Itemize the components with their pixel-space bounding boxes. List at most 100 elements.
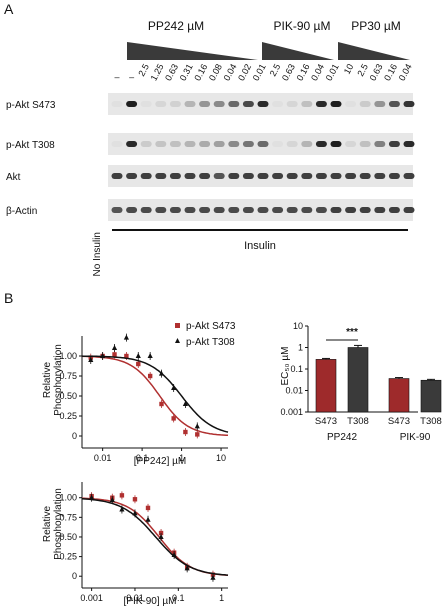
blot-band <box>228 173 240 179</box>
blot-band <box>111 101 123 107</box>
blot-band <box>315 207 327 213</box>
panel-b-label: B <box>4 290 13 306</box>
blot-band <box>374 101 386 107</box>
pp242-ylabel-line1: Relative <box>42 362 53 399</box>
blot-band <box>388 207 400 213</box>
bar <box>420 379 442 413</box>
data-point <box>171 416 176 421</box>
blot-band <box>155 101 167 107</box>
blot-band <box>403 101 415 107</box>
blot-band <box>199 101 211 107</box>
y-tick-label: 0.25 <box>59 411 77 421</box>
blot-band <box>345 173 357 179</box>
x-tick-label: 0.1 <box>136 453 149 463</box>
blot-band <box>126 173 138 179</box>
blot-band <box>359 207 371 213</box>
pp242-plot-area: 0 0.25 0.50 0.75 1.00 0.01 0.1 1 10 <box>59 333 229 463</box>
bar <box>388 378 410 413</box>
data-point <box>109 497 115 503</box>
blot-band <box>301 207 313 213</box>
x-tick-label: 1 <box>179 453 184 463</box>
blot-band <box>213 207 225 213</box>
blot-band <box>403 173 415 179</box>
data-point <box>88 357 94 362</box>
pik90-plot-area: 0 0.25 0.50 0.75 1.00 0.001 0.01 0.1 1 <box>59 482 229 603</box>
blot-band <box>155 173 167 179</box>
blot-band <box>345 141 357 147</box>
blot-band <box>330 141 342 147</box>
blot-band <box>257 101 269 107</box>
blot-band <box>359 173 371 179</box>
blot-band <box>272 101 284 107</box>
pp242-chart: Relative Phosphorylation 0 0.25 0.50 0.75 1.… <box>42 333 229 467</box>
lane-label: 0.16 <box>382 62 399 82</box>
blot-band <box>111 207 123 213</box>
pik90-chart: Relative Phosphorylation 0 0.25 0.50 0.75 1.… <box>42 482 229 607</box>
blot-band <box>126 207 138 213</box>
y-tick-label: 1.00 <box>59 351 77 361</box>
blot-band <box>272 173 284 179</box>
data-point <box>184 565 190 571</box>
lane-label: 10 <box>342 62 356 76</box>
blot-band <box>169 207 181 213</box>
blot-rows: p-Akt S473 p-Akt T308 Akt β-Actin <box>6 93 415 221</box>
blot-band <box>126 101 138 107</box>
data-point <box>158 533 164 539</box>
pik90-ylabel-line1: Relative <box>42 506 53 543</box>
blot-band <box>330 173 342 179</box>
y-tick-label: 0.25 <box>59 552 77 562</box>
y-tick-label: 0.75 <box>59 371 77 381</box>
blot-band <box>315 141 327 147</box>
lane-label: 0.16 <box>295 62 312 82</box>
blot-band <box>199 141 211 147</box>
data-point <box>111 345 118 350</box>
blot-band <box>257 207 269 213</box>
x-tick-label: S473 <box>388 416 410 427</box>
blot-band <box>257 141 269 147</box>
pp242-gradient-wedge <box>127 42 258 60</box>
blot-band <box>140 207 152 213</box>
blot-band <box>184 101 196 107</box>
blot-band <box>301 101 313 107</box>
data-point <box>119 506 125 512</box>
x-tick-label: 1 <box>219 593 224 603</box>
legend-label-t308: p-Akt T308 <box>186 337 235 348</box>
blot-band <box>199 173 211 179</box>
data-point <box>182 401 189 406</box>
blot-band <box>228 141 240 147</box>
blot-band <box>315 101 327 107</box>
blot-band <box>213 101 225 107</box>
data-point <box>147 373 153 379</box>
panel-a-label: A <box>4 1 14 17</box>
data-point <box>135 353 141 358</box>
blot-band <box>374 173 386 179</box>
x-tick-label: 0.01 <box>126 593 144 603</box>
blot-band <box>140 141 152 147</box>
lane-label: 0.16 <box>192 62 209 82</box>
fit-curve <box>81 355 229 433</box>
blot-band <box>213 173 225 179</box>
lane-label: 1.25 <box>149 62 166 82</box>
blot-band <box>330 207 342 213</box>
y-tick-label: 0.001 <box>280 407 303 417</box>
blot-band <box>301 141 313 147</box>
legend: p-Akt S473 p-Akt T308 <box>175 321 236 348</box>
ec50-bar-chart: EC₅₀ µM 0.001 0.01 0.1 1 10 S473 T308 S473 T308 P… <box>280 321 442 443</box>
pp30-gradient-wedge <box>338 42 410 60</box>
x-tick-label: 0.001 <box>80 593 103 603</box>
blot-band <box>155 207 167 213</box>
data-point <box>158 370 165 376</box>
y-tick-label: 0 <box>72 571 77 581</box>
data-point <box>132 510 138 516</box>
y-tick-label: 0.50 <box>59 391 77 401</box>
data-point <box>159 401 164 407</box>
data-point <box>136 361 141 367</box>
lane-label: 0.08 <box>207 62 224 82</box>
pp242-ylabel-line2: Phosphorylation <box>53 344 64 416</box>
x-tick-label: 0.1 <box>172 593 185 603</box>
pp242-xlabel: [PP242] µM <box>134 456 186 467</box>
data-point <box>123 334 130 340</box>
blot-band <box>126 141 138 147</box>
y-tick-label: 0.50 <box>59 532 77 542</box>
lane-label: – <box>129 72 134 82</box>
